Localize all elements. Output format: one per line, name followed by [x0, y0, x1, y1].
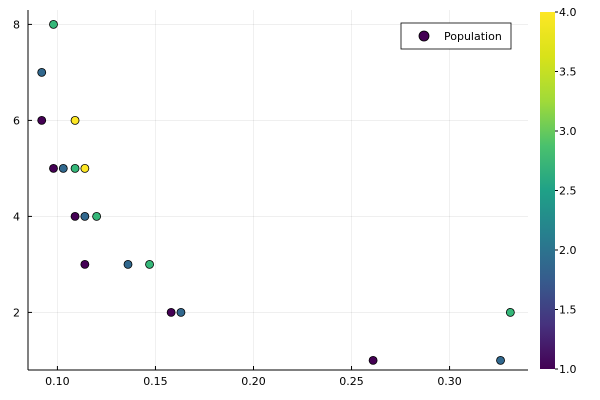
y-tick-label: 8	[13, 18, 20, 31]
legend: Population	[400, 22, 512, 50]
x-tick-label: 0.15	[143, 375, 168, 388]
legend-label: Population	[444, 30, 502, 43]
data-point	[505, 307, 515, 317]
data-point	[70, 116, 80, 125]
data-point	[70, 211, 80, 221]
data-point	[49, 19, 58, 29]
colorbar-tick-label: 3.0	[559, 125, 577, 138]
data-point	[145, 259, 154, 269]
data-point	[166, 307, 176, 317]
colorbar-tick-label: 1.0	[559, 363, 577, 376]
data-point	[58, 163, 68, 173]
data-point	[37, 116, 47, 125]
y-tick-label: 2	[13, 306, 20, 319]
axes: 0.10 0.15 0.20 0.25 0.30 2 4 6 8	[13, 10, 528, 388]
data-point	[123, 259, 133, 269]
x-tick-label: 0.30	[437, 375, 462, 388]
data-point	[37, 68, 47, 77]
data-point	[176, 307, 186, 317]
x-tick-label: 0.25	[339, 375, 364, 388]
data-point	[70, 163, 80, 173]
y-tick-label: 6	[13, 114, 20, 127]
y-tick-label: 4	[13, 210, 20, 223]
data-point	[49, 163, 58, 173]
grid	[28, 10, 528, 370]
x-tick-label: 0.20	[241, 375, 266, 388]
colorbar-tick-label: 2.5	[559, 185, 577, 198]
data-point	[80, 163, 90, 173]
colorbar-tick-label: 1.5	[559, 304, 577, 317]
data-point	[80, 211, 90, 221]
legend-marker	[418, 30, 430, 42]
data-point	[496, 355, 505, 365]
colorbar-tick-label: 4.0	[559, 6, 577, 19]
data-point	[92, 211, 102, 221]
colorbar: 1.0 1.5 2.0 2.5 3.0 3.5 4.0	[540, 6, 577, 376]
data-points	[37, 19, 515, 365]
colorbar-tick-label: 3.5	[559, 66, 577, 79]
colorbar-tick-label: 2.0	[559, 244, 577, 257]
colorbar-gradient	[540, 12, 555, 369]
x-tick-label: 0.10	[45, 375, 70, 388]
data-point	[368, 355, 378, 365]
data-point	[80, 259, 90, 269]
